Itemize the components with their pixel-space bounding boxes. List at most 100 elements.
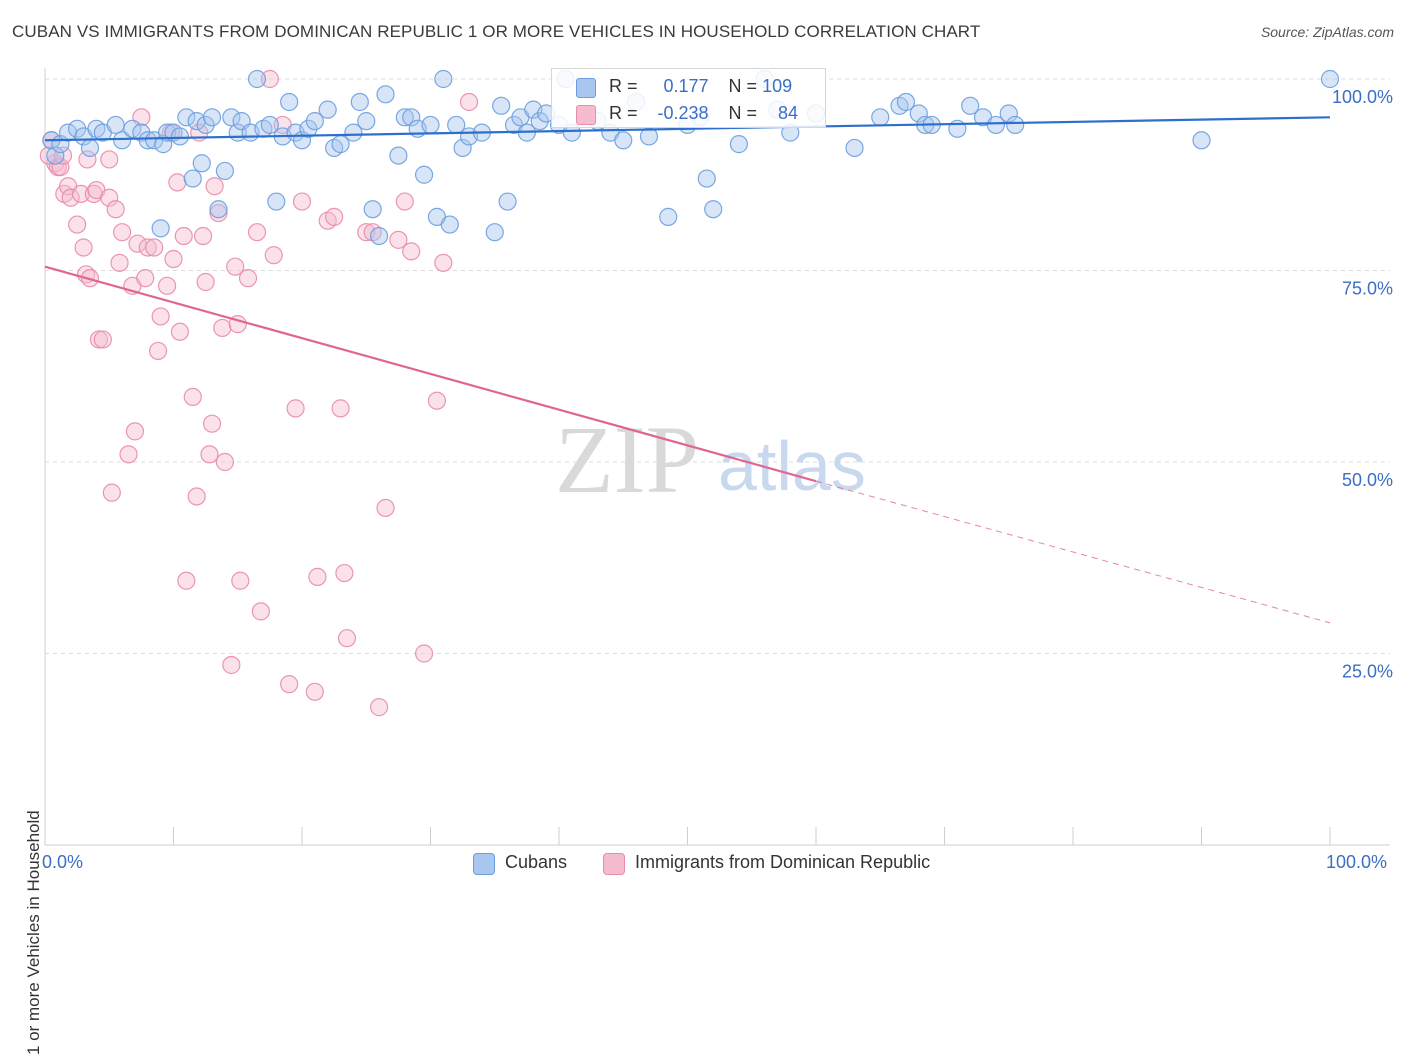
dominican-point (78, 150, 97, 169)
dominican-point (61, 188, 80, 207)
dominican-point (226, 257, 245, 276)
dominican-trend-line (44, 265, 817, 483)
cubans-point (986, 115, 1006, 135)
watermark-zip: ZIP (555, 406, 699, 513)
cubans-point (138, 131, 157, 150)
dominican-point (151, 307, 170, 326)
dominican-point (205, 177, 224, 196)
dominican-point (100, 188, 119, 207)
dominican-point (337, 629, 357, 648)
dominican-point (459, 92, 479, 112)
dominican-point (174, 226, 193, 246)
cubans-point (209, 200, 228, 219)
cubans-point (370, 226, 389, 246)
swatch-dominican (576, 105, 596, 125)
cubans-trend-line (44, 116, 1331, 142)
cubans-point (1320, 69, 1340, 89)
dominican-point (238, 269, 258, 288)
dominican-point (247, 223, 267, 242)
cubans-point (871, 108, 890, 127)
dominican-point (370, 698, 389, 717)
cubans-point (896, 92, 916, 112)
cubans-point (402, 108, 421, 127)
dominican-point (177, 571, 196, 590)
y-tick-label: 75.0% (1342, 279, 1393, 299)
dominican-point (196, 272, 215, 292)
stats-legend: R = 0.177 N = 109 R = -0.238 N = 84 (551, 68, 826, 128)
dominican-point (119, 445, 138, 464)
n-value: 84 (778, 103, 799, 123)
dominican-point (51, 157, 70, 177)
cubans-point (318, 100, 337, 119)
cubans-point (1192, 131, 1211, 150)
swatch-cubans (576, 78, 596, 98)
cubans-point (414, 165, 434, 184)
cubans-point (305, 112, 324, 131)
dominican-point (209, 203, 228, 223)
cubans-point (260, 115, 279, 135)
dominican-point (414, 644, 434, 663)
dominican-point (213, 318, 232, 338)
dominican-point (376, 498, 395, 518)
dominican-point (286, 399, 305, 418)
cubans-point (485, 223, 504, 242)
cubans-point (845, 138, 864, 158)
n-label: N = (728, 103, 758, 123)
series-legend: Cubans Immigrants from Dominican Republi… (0, 852, 1406, 878)
trend-lines (44, 116, 1331, 624)
dominican-point (335, 563, 354, 583)
dominican-point (280, 675, 299, 694)
cubans-point (59, 123, 78, 142)
cubans-point (80, 138, 100, 158)
dominican-point (292, 192, 312, 211)
cubans-point (659, 207, 678, 226)
cubans-point (961, 96, 980, 115)
y-axis-label: 1 or more Vehicles in Household (24, 810, 43, 1055)
dominican-point (112, 223, 132, 242)
cubans-point (177, 108, 196, 127)
y-tick-label: 50.0% (1342, 470, 1393, 490)
dominican-point (100, 150, 119, 169)
cubans-point (151, 219, 170, 238)
cubans-point (280, 92, 299, 112)
cubans-point (729, 135, 749, 154)
cubans-point (440, 215, 459, 234)
dominican-point (106, 200, 125, 219)
dominican-point (231, 571, 250, 590)
scatter-chart: ZIP atlas 25.0% 50.0% 75.0% 100.0% (39, 68, 1393, 846)
r-label: R = (609, 103, 638, 123)
dominican-point (110, 253, 129, 272)
cubans-point (395, 108, 414, 127)
cubans-point (421, 115, 440, 135)
dominican-point (325, 207, 344, 226)
dominican-point (434, 253, 453, 272)
dominican-point (170, 322, 190, 341)
cubans-point (267, 192, 286, 211)
dominican-point (264, 246, 283, 265)
cubans-point (614, 131, 633, 150)
cubans-point (434, 69, 453, 89)
dominican-point (148, 341, 168, 361)
cubans-point (1006, 115, 1025, 135)
cubans-point (704, 200, 723, 219)
cubans-point (106, 115, 125, 135)
dominican-point (68, 215, 87, 234)
dominican-point (193, 226, 213, 246)
dominican-point (215, 452, 234, 472)
cubans-point (453, 138, 472, 158)
cubans-point (187, 112, 206, 131)
cubans-point (247, 69, 267, 89)
legend-swatch-cubans (473, 853, 495, 875)
dominican-point (260, 69, 279, 89)
dominican-point (39, 146, 58, 165)
dominican-point (168, 173, 187, 192)
cubans-point (192, 154, 211, 173)
dominican-point (308, 567, 327, 587)
cubans-point (183, 169, 202, 188)
cubans-point (123, 119, 142, 138)
cubans-point (344, 123, 363, 142)
cubans-point (350, 92, 369, 112)
dominican-point (395, 192, 414, 211)
r-label: R = (609, 76, 638, 96)
cubans-point (376, 85, 395, 104)
